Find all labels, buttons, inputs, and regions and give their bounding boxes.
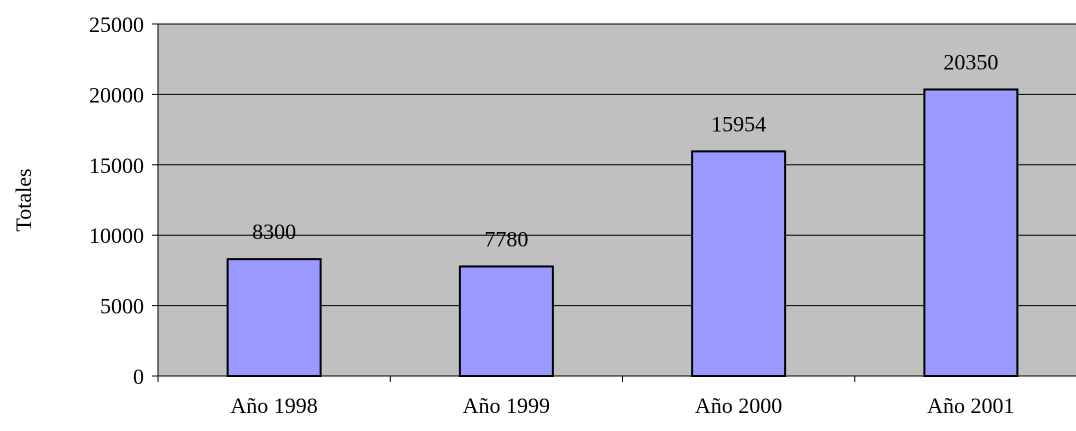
axes bbox=[152, 23, 1076, 382]
y-tick-label: 0 bbox=[133, 364, 144, 389]
labels: 0 5000 10000 15000 20000 25000 8300 Año 1998 778… bbox=[89, 12, 1015, 418]
bar bbox=[226, 258, 322, 377]
x-category-label: Año 1998 bbox=[230, 393, 317, 418]
y-axis-title: Totales bbox=[11, 168, 36, 231]
x-category-label: Año 1999 bbox=[463, 393, 550, 418]
bar bbox=[458, 265, 554, 378]
x-category-label: Año 2000 bbox=[695, 393, 782, 418]
x-category-label: Año 2001 bbox=[927, 393, 1014, 418]
bar-data-label: 7780 bbox=[484, 226, 528, 251]
y-tick-label: 15000 bbox=[89, 153, 144, 178]
bar-data-label: 8300 bbox=[252, 219, 296, 244]
bar bbox=[923, 88, 1019, 378]
bar-data-label: 15954 bbox=[711, 111, 766, 136]
y-tick-label: 25000 bbox=[89, 12, 144, 37]
bar-data-label: 20350 bbox=[943, 49, 998, 74]
y-tick-label: 10000 bbox=[89, 223, 144, 248]
bars bbox=[226, 88, 1019, 378]
y-tick-label: 5000 bbox=[100, 294, 144, 319]
bar bbox=[691, 150, 787, 377]
y-tick-label: 20000 bbox=[89, 82, 144, 107]
